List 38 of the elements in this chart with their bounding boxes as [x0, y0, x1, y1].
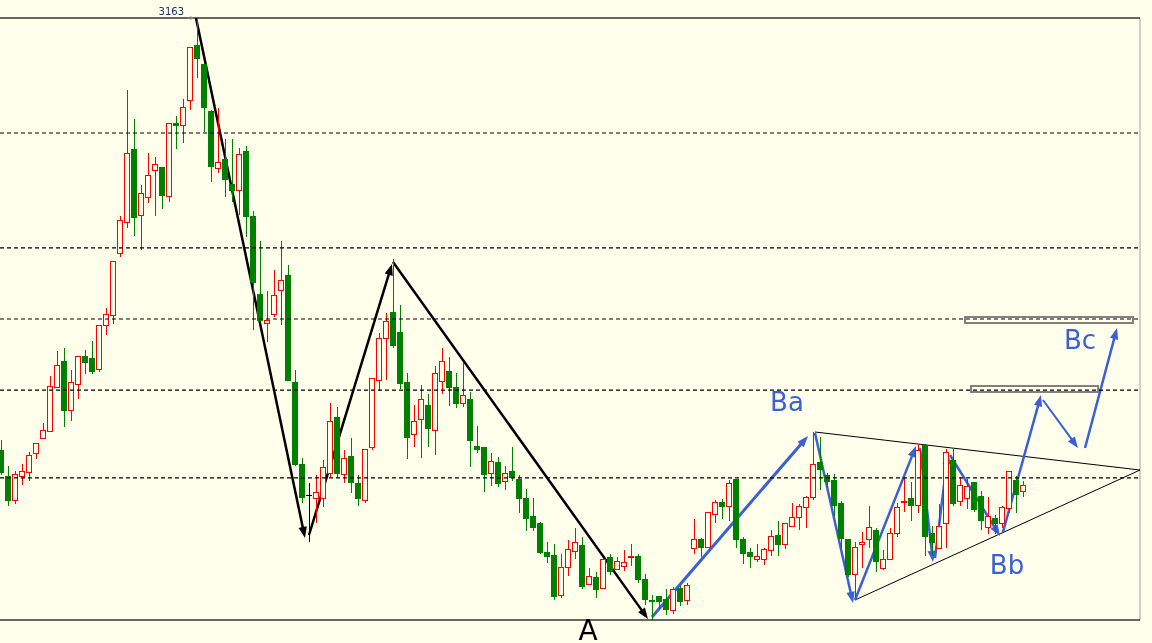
annotation: Bb — [989, 550, 1025, 580]
candlestick — [32, 442, 39, 460]
annotation: Ba — [770, 387, 804, 417]
candlestick — [578, 536, 585, 590]
candlestick — [263, 290, 270, 343]
candlestick — [410, 404, 417, 448]
candlestick — [277, 240, 284, 326]
candlestick — [858, 531, 865, 569]
candlestick — [228, 138, 235, 203]
candlestick — [130, 118, 137, 237]
candlestick — [172, 115, 179, 150]
candlestick — [935, 503, 942, 549]
candlestick — [158, 166, 165, 210]
annotation: A — [578, 614, 598, 643]
candlestick — [214, 107, 221, 174]
candlestick — [200, 63, 207, 133]
candlestick — [284, 264, 291, 381]
candlestick — [361, 448, 368, 504]
text: 3163 — [158, 6, 184, 17]
candlestick — [256, 240, 263, 322]
candlestick — [347, 437, 354, 494]
candlestick — [907, 481, 914, 522]
candlestick — [872, 528, 879, 573]
candlestick — [774, 520, 781, 557]
candlestick — [60, 348, 67, 428]
candlestick — [1019, 480, 1026, 498]
candlestick — [816, 436, 823, 491]
candlestick — [851, 541, 858, 599]
candlestick — [4, 465, 11, 507]
candlestick — [900, 477, 908, 513]
candlestick — [424, 393, 431, 448]
text: Bc — [1063, 325, 1097, 355]
candlestick — [949, 448, 956, 507]
candlestick — [221, 138, 228, 198]
candlestick — [165, 122, 172, 203]
candlestick — [599, 559, 606, 590]
candlestick — [193, 18, 200, 79]
candlestick — [186, 47, 193, 111]
